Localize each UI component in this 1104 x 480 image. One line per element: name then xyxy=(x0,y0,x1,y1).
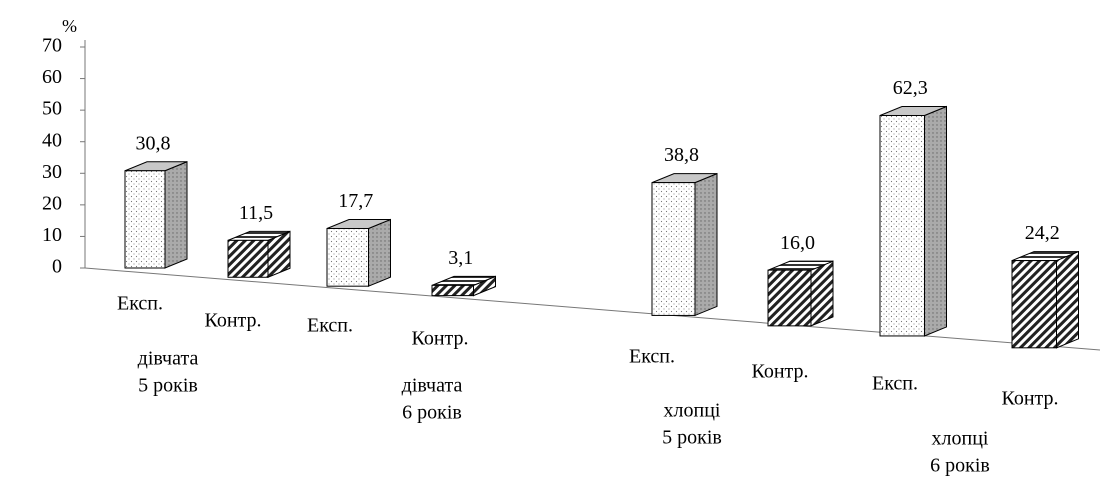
bar-side xyxy=(1056,250,1079,349)
y-tick-label: 40 xyxy=(42,129,62,151)
bar-label: Експ. xyxy=(117,293,163,315)
y-tick-label: 30 xyxy=(42,161,62,183)
value-label: 16,0 xyxy=(780,232,815,254)
value-label: 38,8 xyxy=(664,144,699,166)
bar-label: Контр. xyxy=(751,361,808,383)
value-label: 17,7 xyxy=(338,190,373,212)
y-tick-label: 60 xyxy=(42,66,62,88)
bar-front xyxy=(651,182,696,316)
bar-front xyxy=(431,284,474,297)
bar-side xyxy=(924,105,947,337)
bar-front xyxy=(767,269,812,327)
value-label: 24,2 xyxy=(1025,222,1060,244)
floor-line xyxy=(84,267,1101,351)
bar-label: Контр. xyxy=(1001,388,1058,410)
y-tick-label: 10 xyxy=(42,224,62,246)
y-tick-label: 0 xyxy=(52,256,62,278)
group-label: 5 років xyxy=(662,427,722,449)
bar-label: Контр. xyxy=(411,328,468,350)
value-label: 62,3 xyxy=(893,77,928,99)
group-label: хлопці xyxy=(664,400,721,422)
group-label: хлопці xyxy=(932,428,989,450)
bar-side xyxy=(694,172,718,317)
bar-label: Контр. xyxy=(204,310,261,332)
y-tick-label: 50 xyxy=(42,98,62,120)
bar-side xyxy=(164,161,188,269)
group-label: дівчата xyxy=(402,375,463,397)
bar-label: Експ. xyxy=(307,315,353,337)
value-label: 3,1 xyxy=(448,247,473,269)
group-label: 6 років xyxy=(402,402,462,424)
y-axis-label: % xyxy=(62,16,77,36)
bar-label: Експ. xyxy=(872,373,918,395)
group-label: 6 років xyxy=(930,455,990,477)
y-tick-label: 70 xyxy=(42,35,62,57)
bar-side xyxy=(368,218,391,287)
group-label: 5 років xyxy=(138,375,198,397)
bar-front xyxy=(326,227,369,287)
group-label: дівчата xyxy=(138,348,199,370)
bar-front xyxy=(1011,260,1057,349)
value-label: 30,8 xyxy=(136,132,171,154)
y-tick-label: 20 xyxy=(42,192,62,214)
bar-front xyxy=(227,239,269,278)
bar-label: Експ. xyxy=(629,346,675,368)
bar-front xyxy=(879,114,925,337)
bar-side xyxy=(810,260,834,327)
bar-front xyxy=(124,170,166,269)
value-label: 11,5 xyxy=(239,202,273,224)
